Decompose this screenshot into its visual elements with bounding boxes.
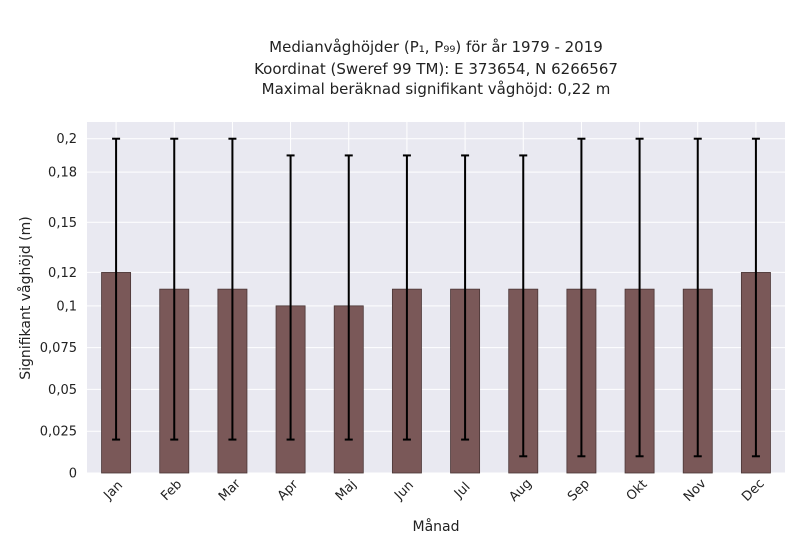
x-tick-label-jan: Jan <box>101 478 126 503</box>
x-axis-label: Månad <box>413 518 460 535</box>
chart-title: Medianvåghöjder (P₁, P₉₉) för år 1979 - … <box>254 38 618 98</box>
y-tick-label: 0 <box>69 467 77 482</box>
y-tick-label: 0,12 <box>48 266 77 281</box>
x-tick-label-aug: Aug <box>506 476 535 505</box>
x-tick-label-mar: Mar <box>216 476 244 504</box>
x-tick-label-maj: Maj <box>333 477 360 504</box>
plot-area <box>87 122 785 473</box>
x-tick-label-feb: Feb <box>158 477 185 504</box>
title-line-1: Medianvåghöjder (P₁, P₉₉) för år 1979 - … <box>269 38 603 56</box>
x-tick-label-sep: Sep <box>565 477 593 505</box>
y-tick-label: 0,05 <box>48 383 77 398</box>
y-tick-label: 0,075 <box>40 341 77 356</box>
y-axis-ticks: 0 0,025 0,05 0,075 0,1 0,12 0,15 0,18 0,2 <box>40 132 77 481</box>
title-line-3: Maximal beräknad signifikant våghöjd: 0,… <box>262 80 611 98</box>
title-line-2: Koordinat (Sweref 99 TM): E 373654, N 62… <box>254 60 618 78</box>
x-tick-label-dec: Dec <box>739 476 767 504</box>
x-tick-label-jul: Jul <box>451 480 473 502</box>
x-tick-label-jun: Jun <box>391 478 417 504</box>
x-tick-label-nov: Nov <box>681 476 710 505</box>
y-tick-label: 0,15 <box>48 216 77 231</box>
x-tick-label-apr: Apr <box>275 477 302 504</box>
error-bars <box>112 137 760 458</box>
y-tick-label: 0,1 <box>56 299 77 314</box>
x-axis-ticks: Jan Feb Mar Apr Maj Jun Jul Aug Sep Okt Nov Dec <box>101 476 768 505</box>
y-tick-label: 0,2 <box>56 132 77 147</box>
y-axis-label: Signifikant våghöjd (m) <box>17 216 34 379</box>
y-tick-label: 0,18 <box>48 166 77 181</box>
y-tick-label: 0,025 <box>40 425 77 440</box>
x-tick-label-okt: Okt <box>624 477 651 504</box>
